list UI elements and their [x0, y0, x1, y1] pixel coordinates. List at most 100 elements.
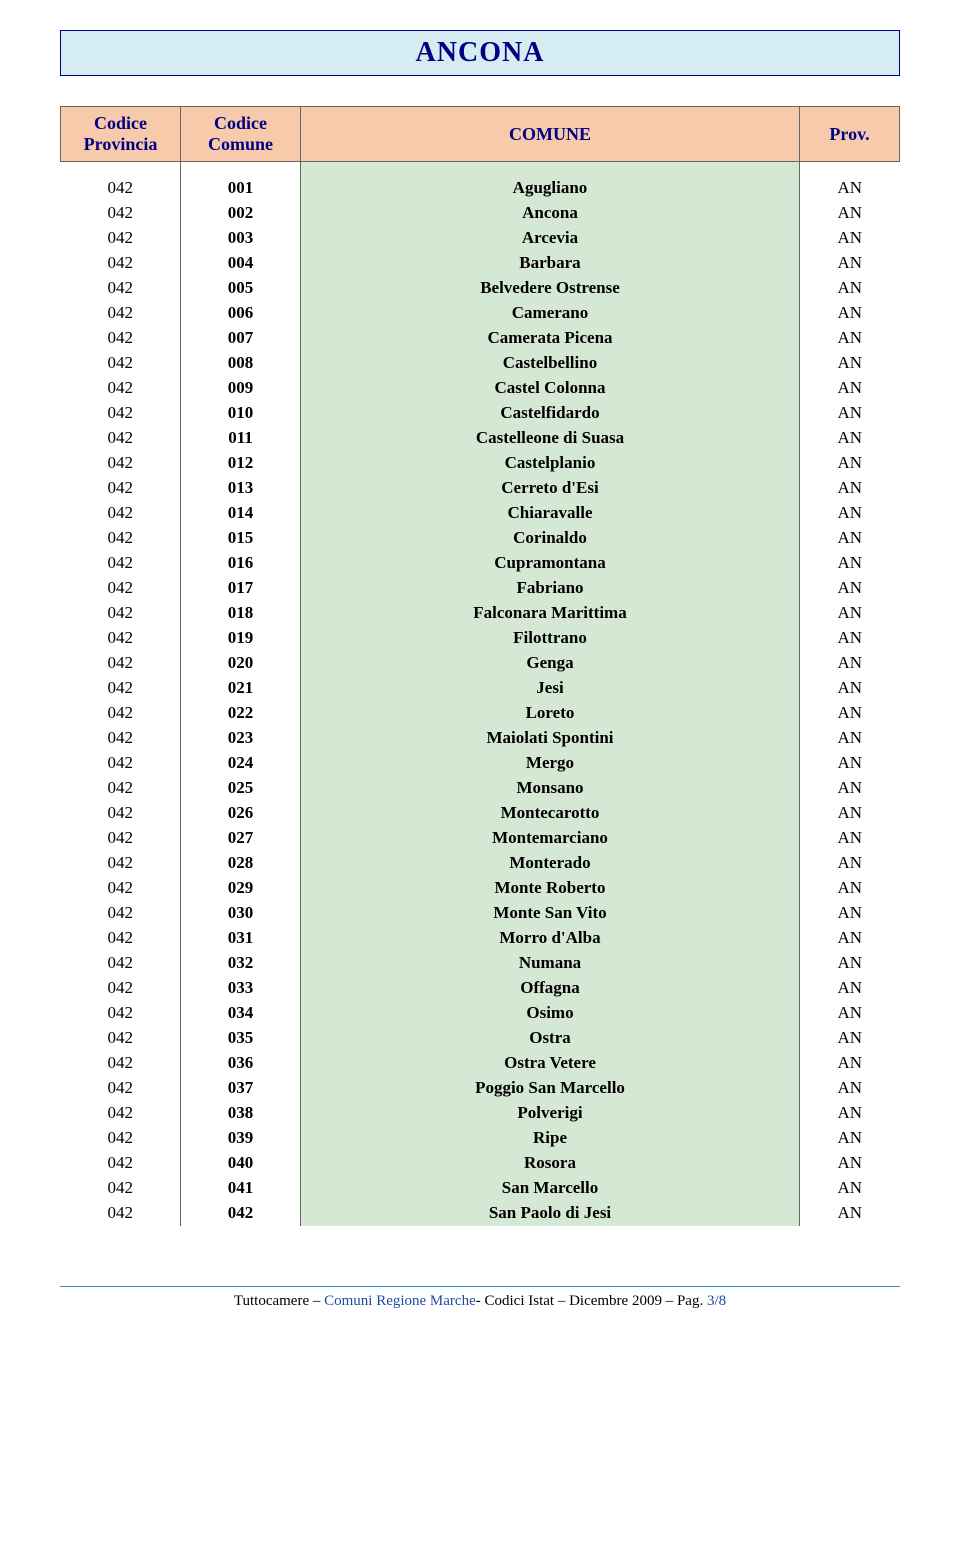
cell-comune-code: 039	[181, 1126, 301, 1151]
cell-comune-code: 026	[181, 801, 301, 826]
cell-comune-code: 017	[181, 576, 301, 601]
table-row: 042031Morro d'AlbaAN	[61, 926, 900, 951]
cell-prov: AN	[800, 576, 900, 601]
cell-comune-name: Camerata Picena	[301, 326, 800, 351]
cell-comune-name: Monsano	[301, 776, 800, 801]
cell-comune-code: 015	[181, 526, 301, 551]
table-row: 042021JesiAN	[61, 676, 900, 701]
table-row: 042007Camerata PicenaAN	[61, 326, 900, 351]
cell-provincia: 042	[61, 376, 181, 401]
cell-prov: AN	[800, 801, 900, 826]
cell-comune-name: Genga	[301, 651, 800, 676]
footer-page: 3/8	[707, 1293, 726, 1309]
cell-comune-name: Camerano	[301, 301, 800, 326]
cell-comune-name: Castelleone di Suasa	[301, 426, 800, 451]
cell-provincia: 042	[61, 1126, 181, 1151]
table-row: 042002AnconaAN	[61, 201, 900, 226]
cell-comune-code: 034	[181, 1001, 301, 1026]
cell-comune-code: 041	[181, 1176, 301, 1201]
cell-comune-name: Numana	[301, 951, 800, 976]
table-row: 042034OsimoAN	[61, 1001, 900, 1026]
cell-comune-name: Osimo	[301, 1001, 800, 1026]
cell-comune-code: 028	[181, 851, 301, 876]
cell-comune-name: San Marcello	[301, 1176, 800, 1201]
cell-comune-code: 030	[181, 901, 301, 926]
cell-prov: AN	[800, 1176, 900, 1201]
cell-comune-code: 022	[181, 701, 301, 726]
col-header-comune-name: COMUNE	[301, 107, 800, 162]
cell-prov: AN	[800, 776, 900, 801]
cell-prov: AN	[800, 626, 900, 651]
cell-comune-code: 012	[181, 451, 301, 476]
footer-mid: Comuni Regione Marche	[324, 1293, 476, 1309]
table-row: 042016CupramontanaAN	[61, 551, 900, 576]
table-row: 042010CastelfidardoAN	[61, 401, 900, 426]
cell-prov: AN	[800, 401, 900, 426]
table-row: 042004BarbaraAN	[61, 251, 900, 276]
cell-prov: AN	[800, 251, 900, 276]
table-row: 042013Cerreto d'EsiAN	[61, 476, 900, 501]
cell-prov: AN	[800, 901, 900, 926]
table-row: 042001AguglianoAN	[61, 176, 900, 201]
cell-provincia: 042	[61, 551, 181, 576]
table-row: 042032NumanaAN	[61, 951, 900, 976]
cell-provincia: 042	[61, 1026, 181, 1051]
cell-comune-code: 042	[181, 1201, 301, 1226]
cell-comune-code: 006	[181, 301, 301, 326]
cell-comune-code: 003	[181, 226, 301, 251]
cell-provincia: 042	[61, 526, 181, 551]
cell-prov: AN	[800, 376, 900, 401]
cell-prov: AN	[800, 501, 900, 526]
cell-provincia: 042	[61, 726, 181, 751]
cell-provincia: 042	[61, 801, 181, 826]
footer-text: Tuttocamere – Comuni Regione Marche- Cod…	[60, 1293, 900, 1310]
footer-suffix: - Codici Istat – Dicembre 2009 – Pag.	[476, 1293, 707, 1309]
table-header-row: Codice Provincia Codice Comune COMUNE Pr…	[61, 107, 900, 162]
table-row: 042027MontemarcianoAN	[61, 826, 900, 851]
table-row: 042008CastelbellinoAN	[61, 351, 900, 376]
cell-comune-code: 035	[181, 1026, 301, 1051]
cell-prov: AN	[800, 176, 900, 201]
cell-provincia: 042	[61, 926, 181, 951]
cell-prov: AN	[800, 826, 900, 851]
cell-comune-code: 040	[181, 1151, 301, 1176]
cell-comune-name: Castelfidardo	[301, 401, 800, 426]
table-row: 042025MonsanoAN	[61, 776, 900, 801]
cell-prov: AN	[800, 1051, 900, 1076]
cell-comune-code: 018	[181, 601, 301, 626]
cell-comune-name: Loreto	[301, 701, 800, 726]
cell-provincia: 042	[61, 1051, 181, 1076]
cell-comune-name: Chiaravalle	[301, 501, 800, 526]
cell-comune-name: Castelplanio	[301, 451, 800, 476]
cell-prov: AN	[800, 1001, 900, 1026]
cell-prov: AN	[800, 1151, 900, 1176]
cell-comune-name: Barbara	[301, 251, 800, 276]
cell-prov: AN	[800, 601, 900, 626]
table-row: 042024MergoAN	[61, 751, 900, 776]
cell-provincia: 042	[61, 1001, 181, 1026]
cell-prov: AN	[800, 951, 900, 976]
cell-prov: AN	[800, 1026, 900, 1051]
spacer-row	[61, 162, 900, 176]
cell-provincia: 042	[61, 751, 181, 776]
cell-comune-name: Ostra Vetere	[301, 1051, 800, 1076]
cell-comune-name: Poggio San Marcello	[301, 1076, 800, 1101]
cell-comune-code: 014	[181, 501, 301, 526]
cell-prov: AN	[800, 326, 900, 351]
cell-provincia: 042	[61, 426, 181, 451]
cell-comune-name: Mergo	[301, 751, 800, 776]
cell-provincia: 042	[61, 951, 181, 976]
cell-prov: AN	[800, 276, 900, 301]
cell-provincia: 042	[61, 301, 181, 326]
cell-comune-name: Belvedere Ostrense	[301, 276, 800, 301]
cell-comune-code: 036	[181, 1051, 301, 1076]
table-row: 042011Castelleone di SuasaAN	[61, 426, 900, 451]
cell-prov: AN	[800, 1201, 900, 1226]
table-row: 042006CameranoAN	[61, 301, 900, 326]
cell-comune-name: Castelbellino	[301, 351, 800, 376]
cell-provincia: 042	[61, 326, 181, 351]
codes-table: Codice Provincia Codice Comune COMUNE Pr…	[60, 106, 900, 1226]
table-row: 042019FilottranoAN	[61, 626, 900, 651]
cell-prov: AN	[800, 751, 900, 776]
cell-comune-name: Maiolati Spontini	[301, 726, 800, 751]
